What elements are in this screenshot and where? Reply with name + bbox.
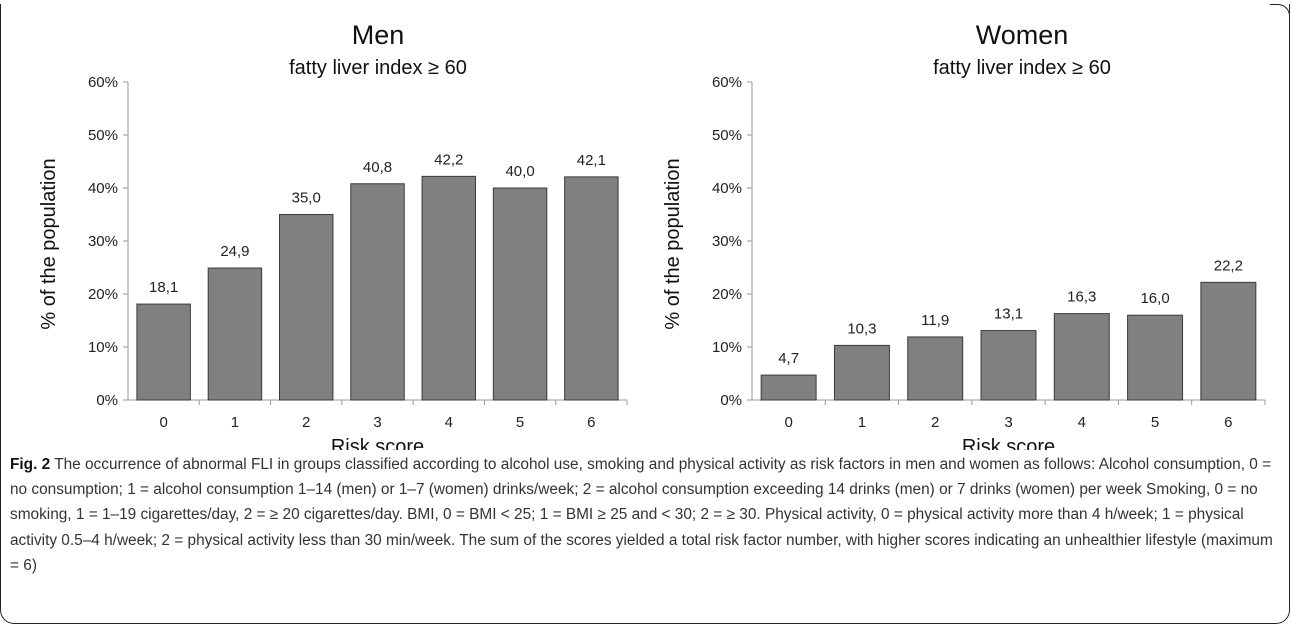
x-tick-label: 4 xyxy=(1078,414,1086,431)
chart-title: Men xyxy=(352,20,405,50)
y-axis-label: % of the population xyxy=(662,158,684,329)
data-label: 11,9 xyxy=(921,312,949,329)
y-axis-label: % of the population xyxy=(38,158,60,329)
x-tick-label: 4 xyxy=(445,414,453,431)
data-label: 22,2 xyxy=(1214,257,1243,274)
x-tick-label: 5 xyxy=(1151,414,1159,431)
data-label: 16,3 xyxy=(1067,289,1096,306)
bar xyxy=(350,183,405,401)
figure-caption: Fig. 2 The occurrence of abnormal FLI in… xyxy=(10,452,1280,578)
x-axis-label: Risk score xyxy=(331,436,424,450)
data-label: 10,3 xyxy=(847,320,876,337)
y-tick-label: 60% xyxy=(712,74,742,91)
x-tick-label: 2 xyxy=(302,414,310,431)
bar xyxy=(833,344,890,401)
bar xyxy=(760,374,817,401)
y-tick-label: 50% xyxy=(88,127,118,144)
data-label: 40,8 xyxy=(363,159,392,176)
y-tick-label: 30% xyxy=(88,233,118,250)
data-label: 24,9 xyxy=(220,243,249,260)
x-tick-label: 5 xyxy=(516,414,524,431)
x-tick-label: 2 xyxy=(931,414,939,431)
bar xyxy=(278,214,334,401)
y-tick-label: 20% xyxy=(88,286,118,303)
y-tick-label: 60% xyxy=(88,74,118,91)
data-label: 35,0 xyxy=(292,190,321,207)
x-tick-label: 3 xyxy=(373,414,381,431)
data-label: 13,1 xyxy=(994,306,1023,323)
y-tick-label: 40% xyxy=(88,180,118,197)
y-tick-label: 30% xyxy=(712,233,742,250)
bar xyxy=(980,330,1037,401)
bar xyxy=(907,336,964,401)
figure-frame xyxy=(0,4,1290,624)
x-tick-label: 0 xyxy=(784,414,792,431)
y-tick-label: 20% xyxy=(712,286,742,303)
bar xyxy=(136,303,191,401)
x-tick-label: 0 xyxy=(159,414,167,431)
caption-text: The occurrence of abnormal FLI in groups… xyxy=(10,456,1273,574)
chart-subtitle: fatty liver index ≥ 60 xyxy=(289,57,467,79)
x-tick-label: 6 xyxy=(587,414,595,431)
x-tick-label: 1 xyxy=(231,414,239,431)
x-axis-label: Risk score xyxy=(962,436,1055,450)
x-tick-label: 6 xyxy=(1224,414,1232,431)
y-tick-label: 40% xyxy=(712,180,742,197)
data-label: 16,0 xyxy=(1140,290,1169,307)
data-label: 4,7 xyxy=(778,350,799,367)
bar xyxy=(421,175,477,401)
x-tick-label: 3 xyxy=(1004,414,1012,431)
bar xyxy=(1127,314,1184,401)
caption-label: Fig. 2 xyxy=(10,456,51,473)
bar xyxy=(492,187,548,401)
y-tick-label: 0% xyxy=(96,392,118,409)
chart-title: Women xyxy=(976,20,1069,50)
y-tick-label: 10% xyxy=(88,339,118,356)
y-tick-label: 10% xyxy=(712,339,742,356)
y-tick-label: 0% xyxy=(720,392,742,409)
chart-men: Men fatty liver index ≥ 60 0% 10% 20% 30% 40% 5… xyxy=(38,20,628,450)
bar xyxy=(1053,313,1110,401)
data-label: 42,1 xyxy=(577,152,606,169)
bar xyxy=(564,176,619,401)
chart-subtitle: fatty liver index ≥ 60 xyxy=(933,57,1111,79)
data-label: 42,2 xyxy=(434,151,463,168)
x-tick-label: 1 xyxy=(858,414,866,431)
figure-frame-corner xyxy=(1270,4,1290,24)
data-label: 18,1 xyxy=(149,279,178,296)
bar xyxy=(1200,281,1257,401)
data-label: 40,0 xyxy=(505,163,534,180)
y-tick-label: 50% xyxy=(712,127,742,144)
bar xyxy=(207,267,263,401)
